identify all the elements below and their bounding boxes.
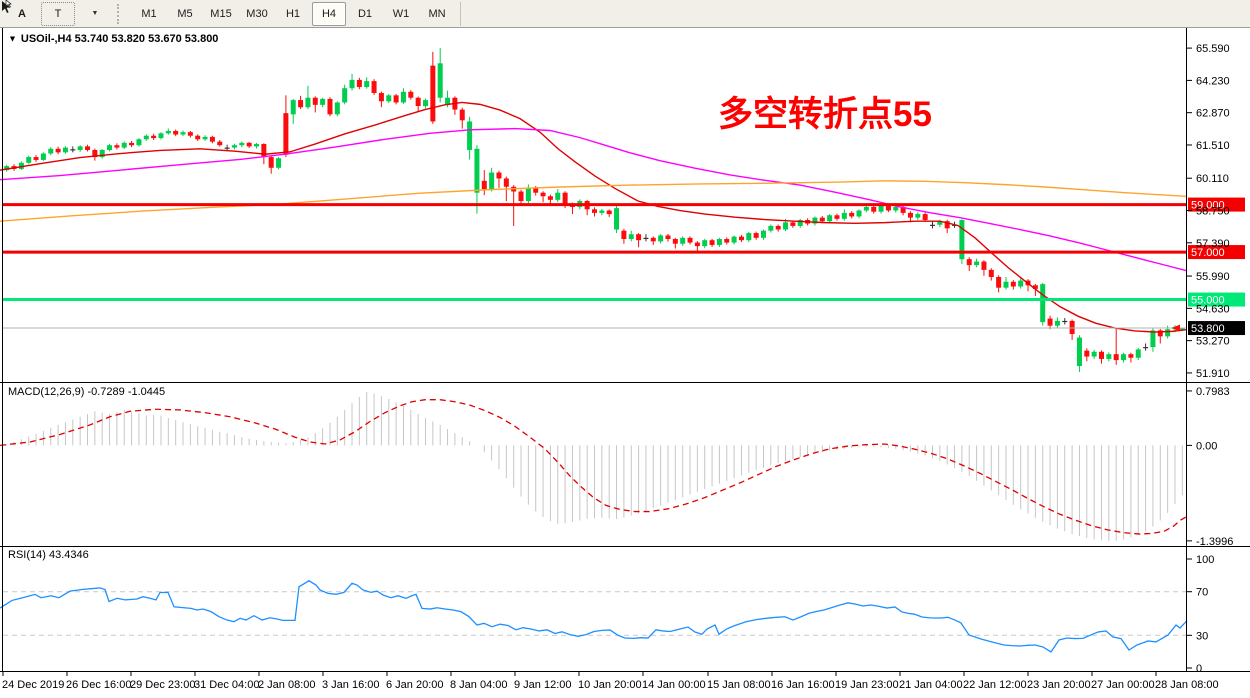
fast-ma-red xyxy=(0,101,1187,333)
svg-text:53.800: 53.800 xyxy=(1191,323,1225,335)
price-level-badge xyxy=(1188,292,1245,307)
svg-text:10 Jan 20:00: 10 Jan 20:00 xyxy=(578,679,642,691)
svg-text:57.390: 57.390 xyxy=(1196,238,1230,250)
svg-text:3 Jan 16:00: 3 Jan 16:00 xyxy=(322,679,380,691)
svg-text:-1.3996: -1.3996 xyxy=(1196,536,1233,548)
svg-text:31 Dec 04:00: 31 Dec 04:00 xyxy=(194,679,259,691)
chart-annotation[interactable]: 多空转折点55 xyxy=(718,95,932,134)
cursor-tool-button[interactable]: ▼ xyxy=(2,0,111,26)
svg-text:19 Jan 23:00: 19 Jan 23:00 xyxy=(835,679,899,691)
macd-indicator-label: MACD(12,26,9) -0.7289 -1.0445 xyxy=(8,386,166,398)
svg-text:27 Jan 00:00: 27 Jan 00:00 xyxy=(1091,679,1155,691)
svg-text:58.750: 58.750 xyxy=(1196,206,1230,218)
price-levels-layer: 59.000 57.000 55.000 xyxy=(3,197,1245,307)
timeframe-button-H1[interactable]: H1 xyxy=(285,7,301,20)
svg-text:29 Dec 23:00: 29 Dec 23:00 xyxy=(130,679,195,691)
slow-ma-orange xyxy=(0,180,1187,222)
svg-text:55.990: 55.990 xyxy=(1196,271,1230,283)
svg-text:26 Dec 16:00: 26 Dec 16:00 xyxy=(66,679,131,691)
svg-text:64.230: 64.230 xyxy=(1196,75,1230,87)
timeframe-button-MN[interactable]: MN xyxy=(428,7,446,20)
timeframe-button-M5[interactable]: M5 xyxy=(177,7,193,20)
svg-text:16 Jan 16:00: 16 Jan 16:00 xyxy=(771,679,835,691)
svg-text:23 Jan 20:00: 23 Jan 20:00 xyxy=(1027,679,1091,691)
price-level-badge xyxy=(1188,197,1245,212)
svg-text:100: 100 xyxy=(1196,554,1214,566)
svg-text:55.000: 55.000 xyxy=(1191,295,1225,307)
svg-text:28 Jan 08:00: 28 Jan 08:00 xyxy=(1155,679,1219,691)
svg-text:53.270: 53.270 xyxy=(1196,336,1230,348)
toolbar-grip[interactable] xyxy=(117,3,124,24)
symbol-header: ▼ USOil-,H4 53.740 53.820 53.670 53.800 xyxy=(7,33,218,45)
symbol-quote-text: USOil-,H4 53.740 53.820 53.670 53.800 xyxy=(20,33,219,45)
candles-layer xyxy=(4,48,1185,372)
timeframe-button-M15[interactable]: M15 xyxy=(210,7,232,20)
price-level-badge xyxy=(1188,245,1245,260)
chevron-down-icon[interactable]: ▼ xyxy=(8,34,17,44)
svg-text:14 Jan 00:00: 14 Jan 00:00 xyxy=(642,679,706,691)
svg-text:59.000: 59.000 xyxy=(1191,200,1225,212)
svg-text:57.000: 57.000 xyxy=(1191,247,1225,259)
svg-text:2 Jan 08:00: 2 Jan 08:00 xyxy=(258,679,316,691)
toolbar-separator xyxy=(460,1,461,26)
svg-text:61.510: 61.510 xyxy=(1196,140,1230,152)
rsi-line xyxy=(0,580,1188,653)
timeframe-button-group: M1 M5 M15 M30 H1 H4 D1 W1 MN xyxy=(131,1,455,26)
cursor-icon xyxy=(2,0,12,13)
timeframe-button-H4[interactable]: H4 xyxy=(312,1,346,26)
svg-text:24 Dec 2019: 24 Dec 2019 xyxy=(2,679,64,691)
svg-text:0.00: 0.00 xyxy=(1196,440,1217,452)
font-label-tool-button[interactable]: A xyxy=(18,7,26,20)
current-price-marker-icon xyxy=(1172,324,1180,332)
svg-text:54.630: 54.630 xyxy=(1196,303,1230,315)
macd-histogram-layer xyxy=(6,392,1183,541)
timeframe-button-M30[interactable]: M30 xyxy=(246,7,268,20)
svg-text:51.910: 51.910 xyxy=(1196,368,1230,380)
svg-text:6 Jan 20:00: 6 Jan 20:00 xyxy=(386,679,444,691)
toolbar-left-tools: A T ▼ xyxy=(2,0,112,26)
svg-text:30: 30 xyxy=(1196,630,1208,642)
timeframe-button-W1[interactable]: W1 xyxy=(392,7,410,20)
svg-text:9 Jan 12:00: 9 Jan 12:00 xyxy=(514,679,572,691)
svg-text:65.590: 65.590 xyxy=(1196,43,1230,55)
current-price-badge xyxy=(1188,321,1245,336)
svg-text:21 Jan 04:00: 21 Jan 04:00 xyxy=(899,679,963,691)
timeframe-button-M1[interactable]: M1 xyxy=(141,7,157,20)
mid-ma-magenta xyxy=(0,127,1187,272)
svg-text:70: 70 xyxy=(1196,587,1208,599)
macd-axis-labels: 0.7983 0.00 -1.3996 xyxy=(1187,386,1233,548)
svg-text:0: 0 xyxy=(1196,663,1202,675)
rsi-axis-labels: 100 70 30 0 xyxy=(1187,554,1214,675)
rsi-indicator-label: RSI(14) 43.4346 xyxy=(8,549,89,561)
text-box-tool-button[interactable]: T xyxy=(41,1,75,26)
timeframe-button-D1[interactable]: D1 xyxy=(357,7,373,20)
svg-text:62.870: 62.870 xyxy=(1196,108,1230,120)
dropdown-caret-icon: ▼ xyxy=(91,10,99,17)
svg-text:60.110: 60.110 xyxy=(1196,173,1229,185)
svg-text:15 Jan 08:00: 15 Jan 08:00 xyxy=(707,679,771,691)
svg-text:8 Jan 04:00: 8 Jan 04:00 xyxy=(450,679,508,691)
macd-signal-line xyxy=(0,399,1187,535)
svg-text:0.7983: 0.7983 xyxy=(1196,386,1230,398)
price-axis-labels: 65.590 64.230 62.870 61.510 60.110 58.750 57.3… xyxy=(1187,43,1230,380)
svg-text:22 Jan 12:00: 22 Jan 12:00 xyxy=(963,679,1027,691)
toolbar: A T ▼ M1 M5 M15 M30 H1 H4 D1 W1 MN xyxy=(0,0,1250,28)
